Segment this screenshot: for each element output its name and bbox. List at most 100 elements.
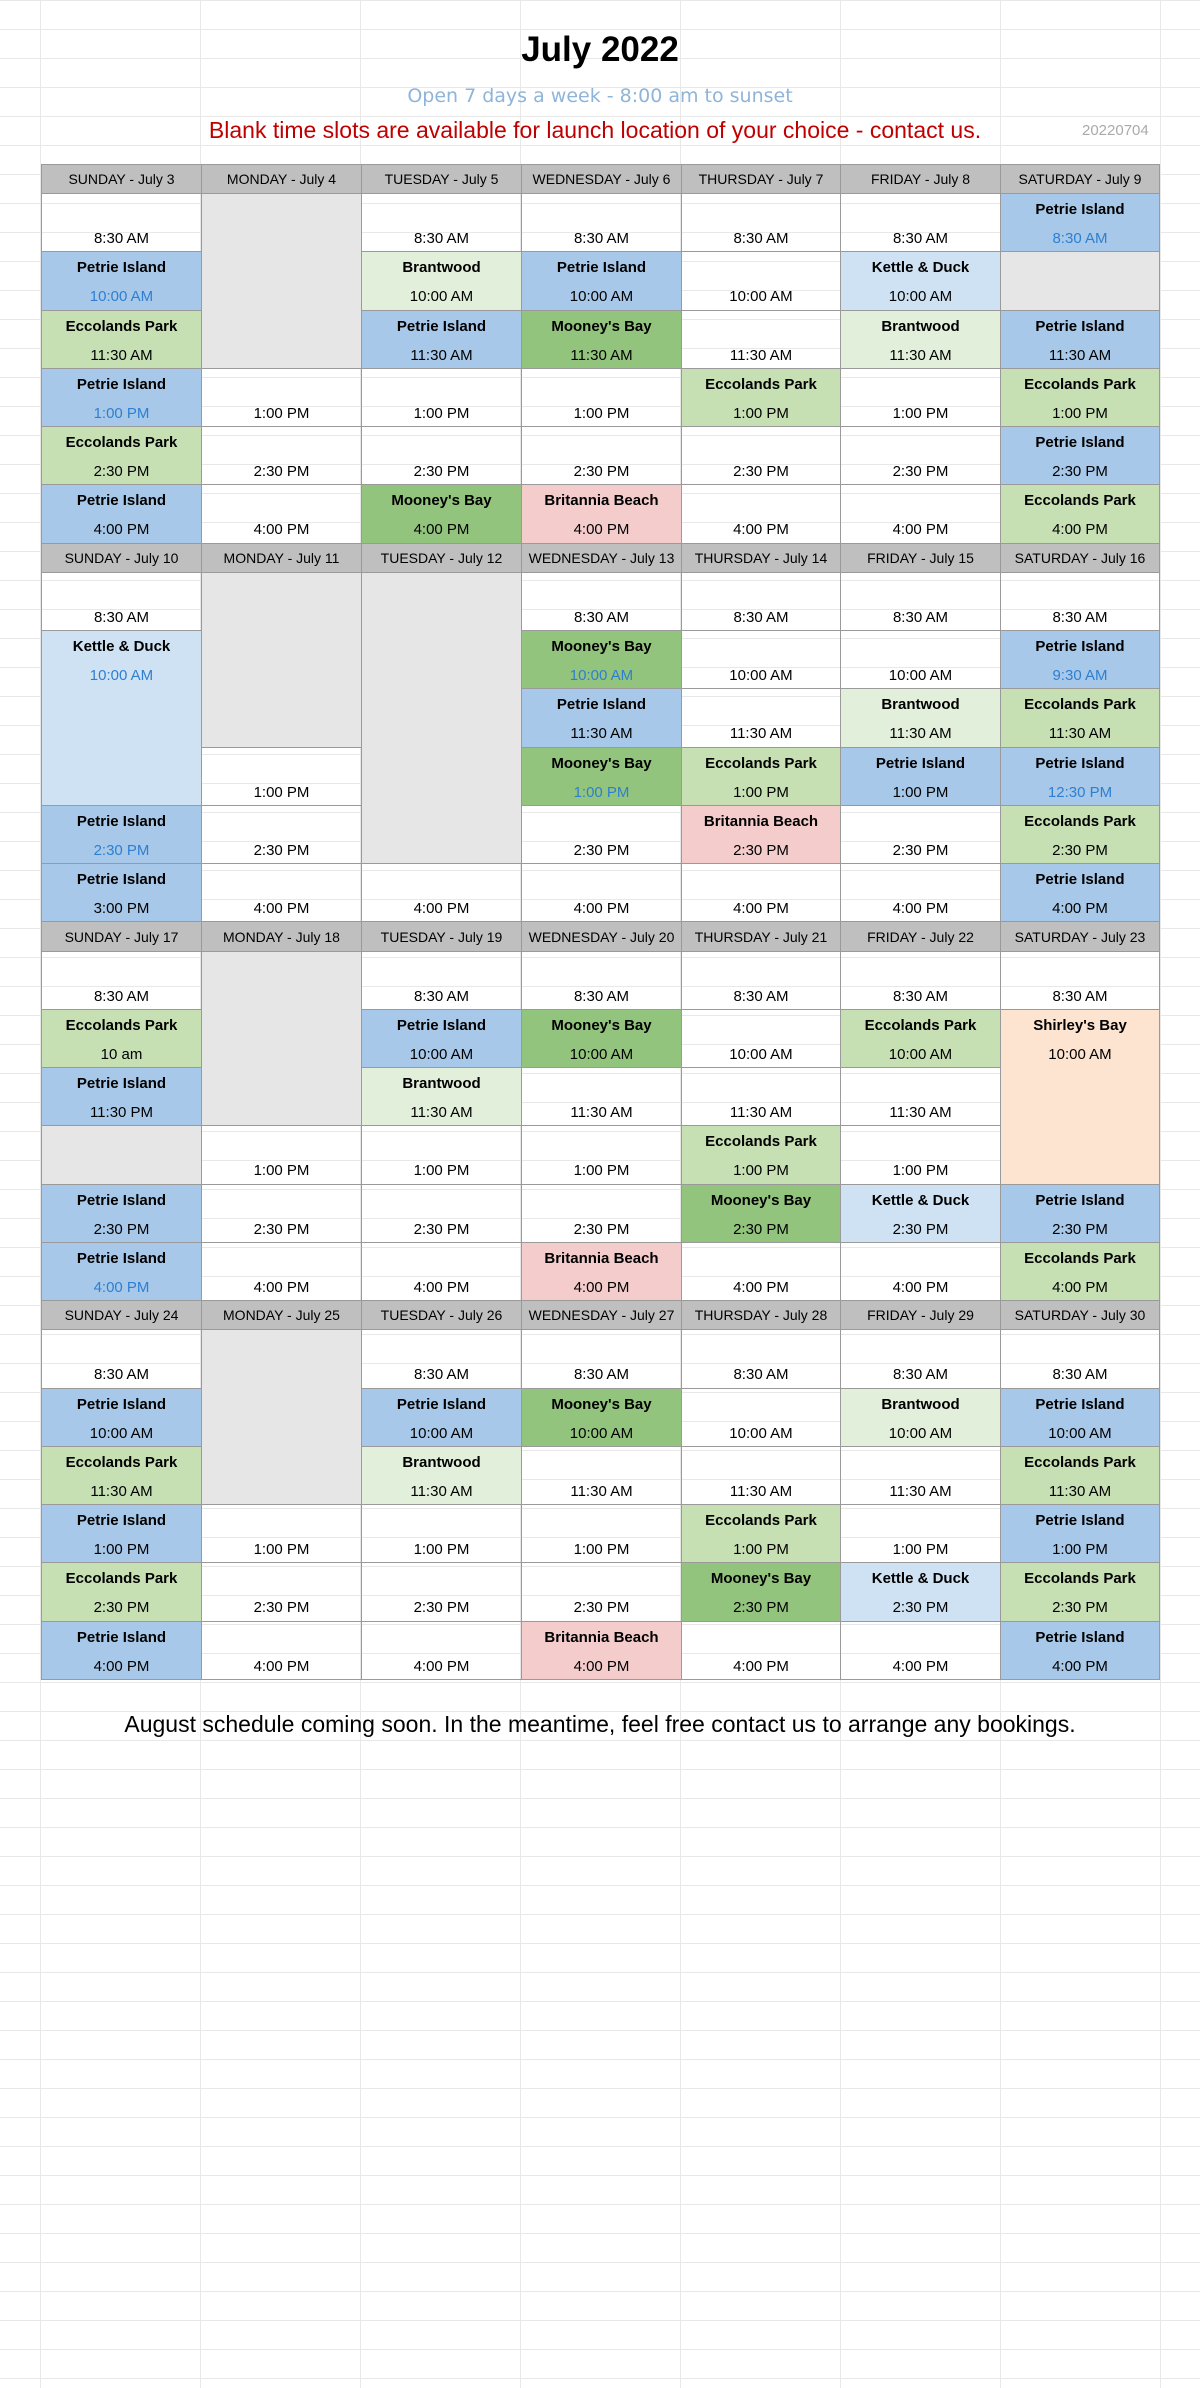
open-slot[interactable]: 8:30 AM [840, 193, 1001, 253]
booked-slot[interactable]: Petrie Island 10:00 AM [361, 1008, 522, 1069]
open-slot[interactable]: 2:30 PM [201, 1562, 362, 1622]
open-slot[interactable]: 2:30 PM [201, 1183, 362, 1243]
open-slot[interactable]: 4:00 PM [201, 484, 362, 544]
open-slot[interactable]: 8:30 AM [521, 571, 682, 632]
booked-slot[interactable]: Petrie Island 10:00 AM [1000, 1387, 1160, 1447]
booked-slot[interactable]: Britannia Beach 4:00 PM [521, 1620, 682, 1681]
open-slot[interactable]: 10:00 AM [681, 630, 841, 690]
booked-slot[interactable]: Petrie Island 11:30 AM [361, 309, 522, 369]
booked-slot[interactable]: Mooney's Bay 2:30 PM [681, 1183, 841, 1243]
booked-slot[interactable]: Kettle & Duck 2:30 PM [840, 1183, 1001, 1243]
booked-slot[interactable]: Petrie Island 10:00 AM [521, 251, 682, 311]
booked-slot[interactable]: Petrie Island 12:30 PM [1000, 746, 1160, 806]
open-slot[interactable]: 8:30 AM [521, 1329, 682, 1389]
open-slot[interactable]: 10:00 AM [681, 1387, 841, 1447]
open-slot[interactable]: 1:00 PM [361, 1504, 522, 1564]
open-slot[interactable]: 4:00 PM [681, 1241, 841, 1302]
open-slot[interactable]: 4:00 PM [201, 863, 362, 923]
open-slot[interactable]: 2:30 PM [361, 426, 522, 486]
open-slot[interactable]: 2:30 PM [361, 1183, 522, 1243]
open-slot[interactable]: 11:30 AM [840, 1067, 1001, 1127]
open-slot[interactable]: 2:30 PM [681, 426, 841, 486]
open-slot[interactable]: 8:30 AM [840, 571, 1001, 632]
open-slot[interactable]: 8:30 AM [521, 193, 682, 253]
booked-slot[interactable]: Petrie Island 11:30 AM [1000, 309, 1160, 369]
open-slot[interactable]: 4:00 PM [201, 1241, 362, 1302]
open-slot[interactable]: 8:30 AM [840, 1329, 1001, 1389]
open-slot[interactable]: 4:00 PM [840, 1620, 1001, 1681]
booked-slot[interactable]: Britannia Beach 4:00 PM [521, 484, 682, 544]
booked-slot[interactable]: Petrie Island 1:00 PM [1000, 1504, 1160, 1564]
open-slot[interactable]: 8:30 AM [681, 571, 841, 632]
open-slot[interactable]: 2:30 PM [521, 1183, 682, 1243]
booked-slot[interactable]: Brantwood 10:00 AM [361, 251, 522, 311]
open-slot[interactable]: 4:00 PM [681, 1620, 841, 1681]
booked-slot[interactable]: Eccolands Park 10:00 AM [840, 1008, 1001, 1069]
booked-slot[interactable]: Eccolands Park 1:00 PM [681, 367, 841, 428]
booked-slot[interactable]: Eccolands Park 1:00 PM [1000, 367, 1160, 428]
booked-slot[interactable]: Mooney's Bay 4:00 PM [361, 484, 522, 544]
booked-slot[interactable]: Petrie Island 4:00 PM [1000, 863, 1160, 923]
booked-slot[interactable]: Eccolands Park 2:30 PM [41, 426, 202, 486]
open-slot[interactable]: 1:00 PM [201, 1125, 362, 1185]
booked-slot[interactable]: Eccolands Park 4:00 PM [1000, 484, 1160, 544]
booked-slot[interactable]: Petrie Island 2:30 PM [41, 1183, 202, 1243]
open-slot[interactable]: 8:30 AM [840, 950, 1001, 1010]
open-slot[interactable]: 2:30 PM [521, 426, 682, 486]
booked-slot[interactable]: Mooney's Bay 10:00 AM [521, 630, 682, 690]
open-slot[interactable]: 8:30 AM [41, 571, 202, 632]
booked-slot[interactable]: Petrie Island 1:00 PM [41, 1504, 202, 1564]
open-slot[interactable]: 4:00 PM [361, 1241, 522, 1302]
booked-slot[interactable]: Brantwood 11:30 AM [840, 688, 1001, 748]
open-slot[interactable]: 8:30 AM [361, 1329, 522, 1389]
booked-slot[interactable]: Mooney's Bay 11:30 AM [521, 309, 682, 369]
open-slot[interactable]: 1:00 PM [201, 1504, 362, 1564]
booked-slot[interactable]: Eccolands Park 1:00 PM [681, 1125, 841, 1185]
booked-slot[interactable]: Mooney's Bay 10:00 AM [521, 1387, 682, 1447]
booked-slot[interactable]: Brantwood 11:30 AM [361, 1067, 522, 1127]
booked-slot[interactable]: Eccolands Park 2:30 PM [1000, 804, 1160, 865]
open-slot[interactable]: 11:30 AM [521, 1445, 682, 1506]
open-slot[interactable]: 8:30 AM [41, 950, 202, 1010]
booked-slot[interactable]: Eccolands Park 11:30 AM [1000, 1445, 1160, 1506]
open-slot[interactable]: 2:30 PM [521, 1562, 682, 1622]
booked-slot[interactable]: Eccolands Park 2:30 PM [1000, 1562, 1160, 1622]
booked-slot[interactable]: Eccolands Park 11:30 AM [1000, 688, 1160, 748]
booked-slot[interactable]: Petrie Island 10:00 AM [41, 251, 202, 311]
open-slot[interactable]: 1:00 PM [521, 367, 682, 428]
booked-slot[interactable]: Eccolands Park 11:30 AM [41, 1445, 202, 1506]
open-slot[interactable]: 11:30 AM [681, 1445, 841, 1506]
booked-slot[interactable]: Petrie Island 2:30 PM [41, 804, 202, 865]
open-slot[interactable]: 4:00 PM [361, 863, 522, 923]
open-slot[interactable]: 4:00 PM [840, 1241, 1001, 1302]
open-slot[interactable]: 1:00 PM [521, 1125, 682, 1185]
open-slot[interactable]: 8:30 AM [361, 193, 522, 253]
booked-slot[interactable]: Brantwood 11:30 AM [361, 1445, 522, 1506]
booked-slot[interactable]: Petrie Island 11:30 PM [41, 1067, 202, 1127]
booked-slot[interactable]: Petrie Island 11:30 AM [521, 688, 682, 748]
open-slot[interactable]: 4:00 PM [681, 863, 841, 923]
open-slot[interactable]: 11:30 AM [840, 1445, 1001, 1506]
open-slot[interactable]: 2:30 PM [840, 804, 1001, 865]
open-slot[interactable]: 10:00 AM [681, 1008, 841, 1069]
open-slot[interactable]: 1:00 PM [201, 367, 362, 428]
open-slot[interactable]: 1:00 PM [201, 746, 362, 806]
open-slot[interactable]: 8:30 AM [41, 193, 202, 253]
booked-slot[interactable]: Petrie Island 4:00 PM [41, 1620, 202, 1681]
booked-slot[interactable]: Eccolands Park 10 am [41, 1008, 202, 1069]
booked-slot[interactable]: Eccolands Park 1:00 PM [681, 746, 841, 806]
open-slot[interactable]: 4:00 PM [840, 863, 1001, 923]
open-slot[interactable]: 8:30 AM [681, 1329, 841, 1389]
booked-slot[interactable]: Petrie Island 9:30 AM [1000, 630, 1160, 690]
booked-slot[interactable]: Eccolands Park 2:30 PM [41, 1562, 202, 1622]
booked-slot[interactable]: Britannia Beach 4:00 PM [521, 1241, 682, 1302]
booked-slot[interactable]: Petrie Island 10:00 AM [361, 1387, 522, 1447]
open-slot[interactable]: 4:00 PM [521, 863, 682, 923]
booked-slot[interactable]: Eccolands Park 1:00 PM [681, 1504, 841, 1564]
open-slot[interactable]: 2:30 PM [201, 426, 362, 486]
booked-slot[interactable]: Petrie Island 1:00 PM [41, 367, 202, 428]
open-slot[interactable]: 8:30 AM [1000, 950, 1160, 1010]
booked-slot[interactable]: Brantwood 10:00 AM [840, 1387, 1001, 1447]
open-slot[interactable]: 8:30 AM [361, 950, 522, 1010]
open-slot[interactable]: 1:00 PM [840, 367, 1001, 428]
